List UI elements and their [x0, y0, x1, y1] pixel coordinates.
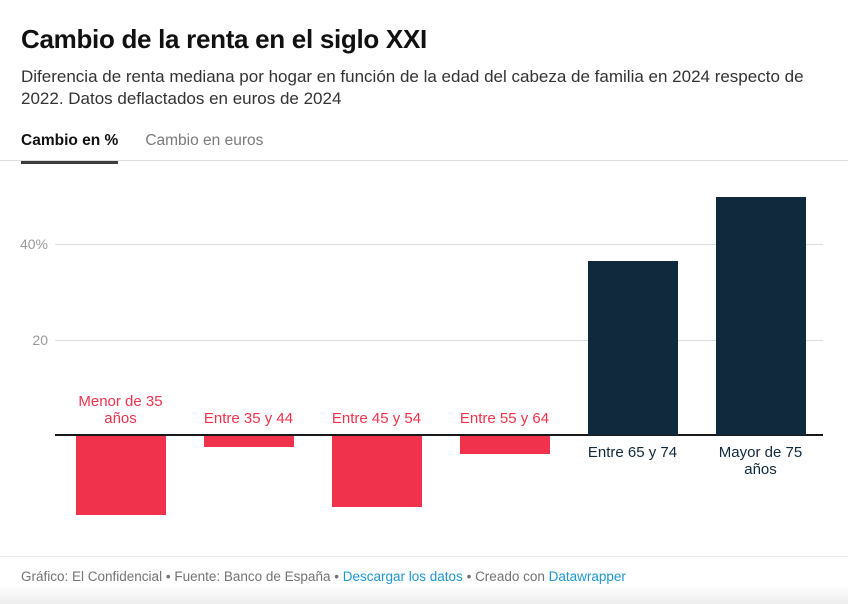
- footer-created-with: Creado con: [475, 569, 545, 584]
- bottom-fade: [0, 584, 848, 604]
- datawrapper-link[interactable]: Datawrapper: [548, 569, 626, 584]
- grid-line: [55, 244, 823, 245]
- x-axis-baseline: [55, 434, 823, 436]
- y-axis-label: 40%: [19, 236, 48, 252]
- tab-cambio-en-pct[interactable]: Cambio en %: [21, 132, 119, 164]
- grid-line: [55, 339, 823, 341]
- footer-credit: Gráfico: El Confidencial: [21, 569, 163, 584]
- bar-category-label: Menor de 35 años: [78, 393, 163, 427]
- bar-chart: 20 40% Menor de 35 años Entre 35 y 44 Entre …: [0, 170, 848, 542]
- chart-subtitle: Diferencia de renta mediana por hogar en…: [21, 67, 804, 109]
- download-data-link[interactable]: Descargar los datos: [342, 569, 463, 584]
- tab-bar: Cambio en % Cambio en euros: [21, 132, 263, 164]
- page-title: Cambio de la renta en el siglo XXI: [21, 24, 427, 54]
- bar[interactable]: [715, 197, 806, 435]
- bar-category-label: Mayor de 75 años: [718, 444, 803, 478]
- bar-category-label: Entre 55 y 64: [459, 410, 550, 427]
- bar[interactable]: [203, 436, 294, 447]
- y-axis-label: 20: [32, 331, 48, 348]
- bar-category-label: Entre 45 y 54: [331, 410, 422, 427]
- bar[interactable]: [331, 436, 422, 508]
- footer-separator: •: [165, 569, 171, 584]
- tab-cambio-en-euros[interactable]: Cambio en euros: [145, 132, 264, 149]
- footer-separator: •: [466, 569, 472, 584]
- tab-bar-divider: [0, 160, 848, 161]
- footer-separator: •: [334, 569, 339, 584]
- bar-category-label: Entre 35 y 44: [203, 410, 294, 427]
- bar[interactable]: [75, 436, 166, 515]
- bar-category-label: Entre 65 y 74: [587, 444, 678, 461]
- footer-divider: [0, 556, 848, 557]
- footer-source: Fuente: Banco de España: [174, 569, 331, 584]
- footer-byline: Gráfico: El Confidencial • Fuente: Banco…: [21, 569, 626, 584]
- bar[interactable]: [587, 261, 678, 435]
- bar[interactable]: [459, 436, 550, 454]
